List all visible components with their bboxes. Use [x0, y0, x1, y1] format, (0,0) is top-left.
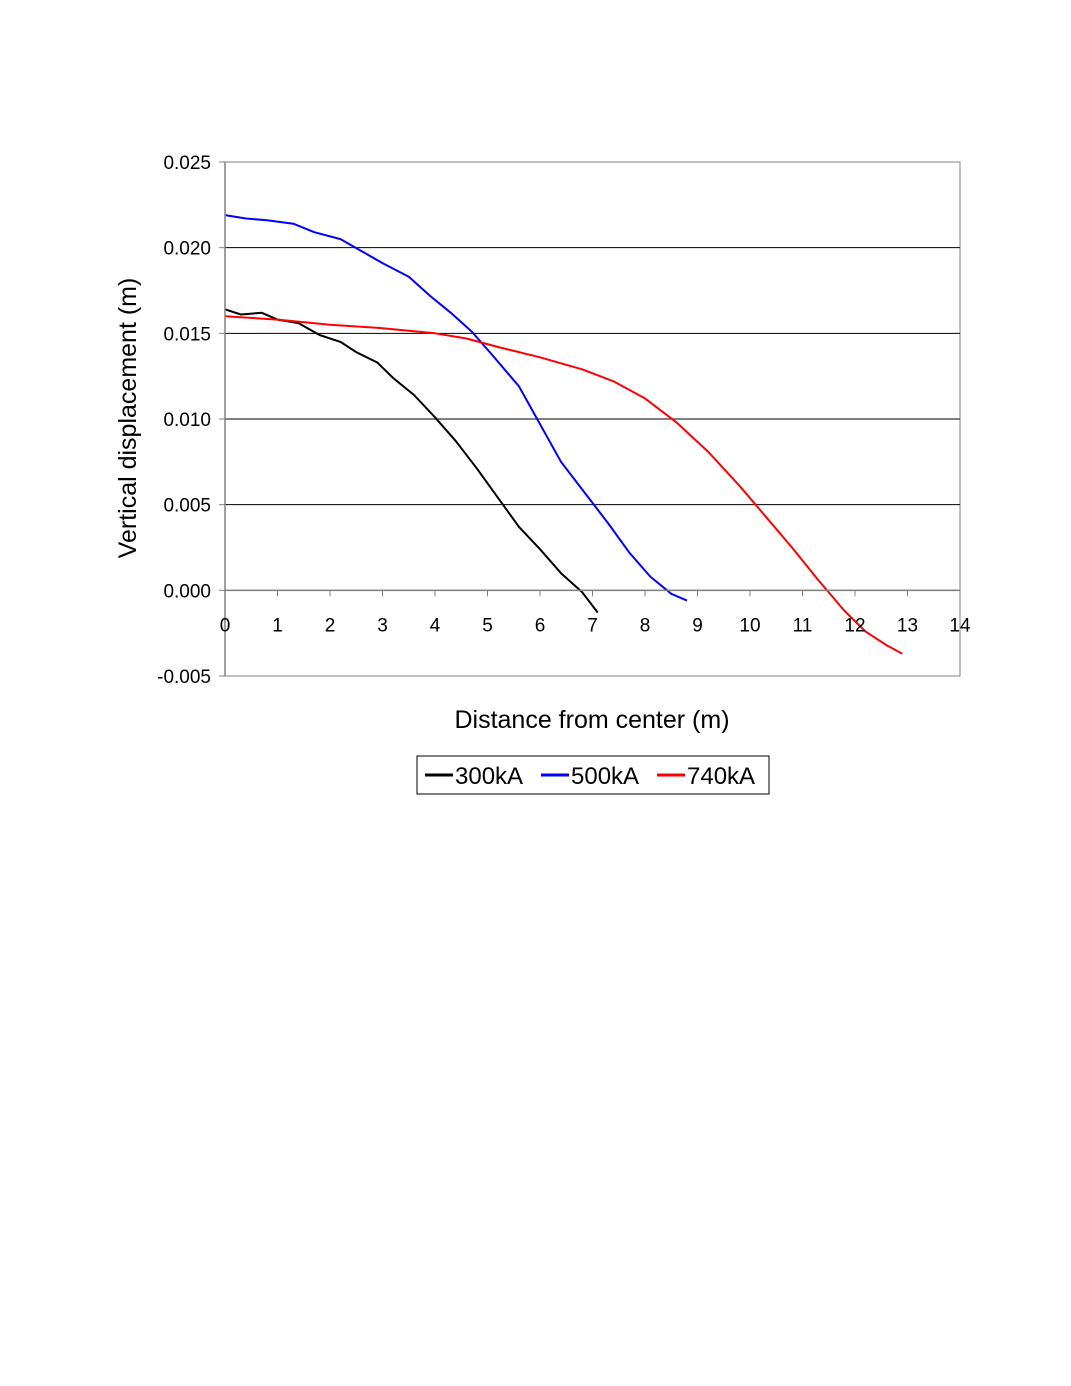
x-tick-label: 11 — [793, 615, 813, 636]
y-axis-title: Vertical displacement (m) — [114, 278, 142, 559]
x-tick-label: 14 — [949, 615, 971, 636]
legend-label: 740kA — [687, 763, 755, 790]
series-lines — [224, 214, 903, 655]
x-tick-label: 0 — [220, 615, 231, 636]
x-tick-label: 10 — [739, 615, 760, 636]
x-tick-label: 4 — [430, 615, 441, 636]
x-tick-labels: 0 1 2 3 4 5 6 7 8 9 10 11 12 13 14 — [220, 615, 971, 636]
y-tick-label: 0.000 — [163, 581, 211, 602]
legend-box — [416, 755, 770, 795]
y-tick-label: 0.005 — [163, 496, 211, 517]
x-tick-label: 8 — [640, 615, 651, 636]
x-tick-label: 7 — [587, 615, 598, 636]
axes — [219, 161, 961, 677]
y-tick-label: 0.015 — [163, 324, 211, 345]
x-tick-label: 2 — [325, 615, 336, 636]
legend-label: 300kA — [455, 763, 523, 790]
y-tick-label: 0.020 — [163, 239, 211, 260]
x-tick-label: 9 — [692, 615, 703, 636]
x-tick-label: 3 — [377, 615, 388, 636]
series-line-500kA — [224, 214, 688, 602]
y-tick-label: 0.025 — [163, 153, 211, 174]
y-tick-labels: -0.005 0.000 0.005 0.010 0.015 0.020 0.025 — [157, 153, 211, 688]
legend-label: 500kA — [571, 763, 639, 790]
x-tick-label: 1 — [272, 615, 283, 636]
x-tick-label: 12 — [844, 615, 865, 636]
y-tick-label: 0.010 — [163, 410, 211, 431]
y-tick-label: -0.005 — [157, 667, 211, 688]
series-line-740kA — [224, 315, 903, 655]
legend: 300kA 500kA 740kA — [416, 755, 770, 795]
x-tick-label: 13 — [897, 615, 918, 636]
x-tick-label: 6 — [535, 615, 546, 636]
x-axis-title: Distance from center (m) — [454, 706, 729, 734]
x-tick-label: 5 — [482, 615, 493, 636]
